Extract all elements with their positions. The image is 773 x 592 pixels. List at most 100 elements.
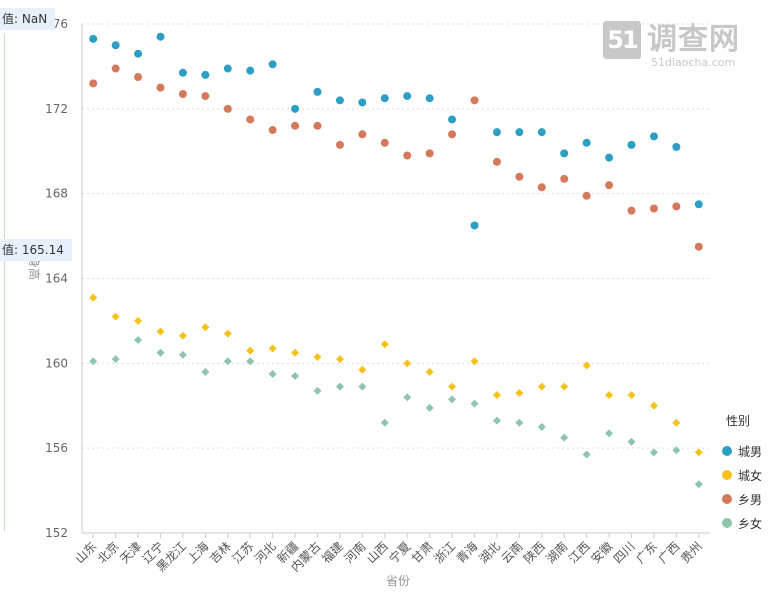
data-point-diamond[interactable] [111,355,120,364]
data-point-diamond[interactable] [201,367,210,376]
data-point[interactable] [448,130,457,139]
data-point-diamond[interactable] [425,403,434,412]
data-point[interactable] [111,64,120,73]
data-point-diamond[interactable] [313,386,322,395]
data-point-diamond[interactable] [470,357,479,366]
data-point-diamond[interactable] [89,293,98,302]
data-point-diamond[interactable] [268,344,277,353]
data-point-diamond[interactable] [515,418,524,427]
data-point-diamond[interactable] [156,327,165,336]
data-point-diamond[interactable] [560,382,569,391]
data-point-diamond[interactable] [537,382,546,391]
data-point-diamond[interactable] [448,395,457,404]
data-point-diamond[interactable] [246,346,255,355]
data-point-diamond[interactable] [313,352,322,361]
data-point-diamond[interactable] [156,348,165,357]
data-point-diamond[interactable] [380,340,389,349]
data-point[interactable] [537,128,546,137]
data-point-diamond[interactable] [178,331,187,340]
data-point[interactable] [560,149,569,158]
data-point[interactable] [425,149,434,158]
legend-item-city-female[interactable]: 城女 [722,463,762,487]
data-point[interactable] [223,104,232,113]
data-point-diamond[interactable] [672,418,681,427]
data-point-diamond[interactable] [560,433,569,442]
data-point-diamond[interactable] [492,391,501,400]
data-point[interactable] [560,174,569,183]
data-point-diamond[interactable] [470,399,479,408]
data-point[interactable] [358,98,367,107]
data-point[interactable] [470,96,479,105]
data-point[interactable] [223,64,232,73]
data-point-diamond[interactable] [291,372,300,381]
data-point-diamond[interactable] [201,323,210,332]
data-point[interactable] [178,89,187,98]
data-point-diamond[interactable] [649,401,658,410]
data-point-diamond[interactable] [358,365,367,374]
data-point[interactable] [694,242,703,251]
data-point-diamond[interactable] [223,357,232,366]
data-point[interactable] [470,221,479,230]
data-point-diamond[interactable] [582,450,591,459]
data-point[interactable] [89,34,98,43]
data-point[interactable] [178,68,187,77]
data-point[interactable] [380,94,389,103]
data-point[interactable] [448,115,457,124]
data-point-diamond[interactable] [515,389,524,398]
data-point[interactable] [291,104,300,113]
data-point[interactable] [111,41,120,50]
data-point-diamond[interactable] [537,422,546,431]
legend-item-city-male[interactable]: 城男 [722,439,762,463]
data-point-diamond[interactable] [448,382,457,391]
data-point[interactable] [627,140,636,149]
data-point-diamond[interactable] [425,367,434,376]
data-point[interactable] [134,73,143,82]
data-point-diamond[interactable] [605,429,614,438]
data-point[interactable] [268,126,277,135]
data-point[interactable] [582,138,591,147]
data-point-diamond[interactable] [627,391,636,400]
data-point-diamond[interactable] [178,350,187,359]
data-point[interactable] [89,79,98,88]
data-point[interactable] [537,183,546,192]
data-point[interactable] [492,157,501,166]
data-point[interactable] [380,138,389,147]
data-point-diamond[interactable] [627,437,636,446]
data-point-diamond[interactable] [694,480,703,489]
site-logo[interactable]: 51 调查网 51diaocha.com [603,21,761,71]
data-point[interactable] [335,140,344,149]
data-point[interactable] [246,115,255,124]
data-point[interactable] [268,60,277,69]
data-point-diamond[interactable] [111,312,120,321]
data-point-diamond[interactable] [403,393,412,402]
data-point-diamond[interactable] [89,357,98,366]
data-point[interactable] [515,128,524,137]
data-point-diamond[interactable] [134,336,143,345]
data-point[interactable] [672,202,681,211]
data-point-diamond[interactable] [492,416,501,425]
data-point-diamond[interactable] [649,448,658,457]
data-point[interactable] [201,92,210,101]
data-point[interactable] [246,66,255,75]
data-point[interactable] [313,87,322,96]
data-point-diamond[interactable] [582,361,591,370]
data-point[interactable] [582,191,591,200]
data-point[interactable] [605,181,614,190]
data-point-diamond[interactable] [134,316,143,325]
data-point-diamond[interactable] [672,446,681,455]
data-point-diamond[interactable] [358,382,367,391]
legend-item-rural-male[interactable]: 乡男 [722,487,762,511]
data-point-diamond[interactable] [223,329,232,338]
data-point-diamond[interactable] [403,359,412,368]
data-point[interactable] [156,83,165,92]
data-point[interactable] [201,70,210,79]
data-point[interactable] [156,32,165,41]
data-point[interactable] [134,49,143,58]
data-point[interactable] [627,206,636,215]
data-point-diamond[interactable] [268,369,277,378]
data-point-diamond[interactable] [335,382,344,391]
data-point[interactable] [403,92,412,101]
data-point-diamond[interactable] [335,355,344,364]
data-point[interactable] [313,121,322,130]
data-point[interactable] [403,151,412,160]
